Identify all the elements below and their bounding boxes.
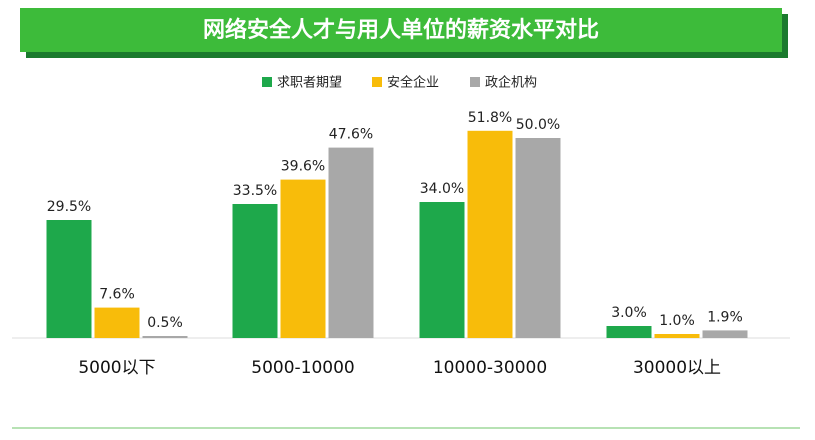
bar bbox=[142, 336, 188, 338]
value-label: 3.0% bbox=[611, 305, 647, 321]
bar bbox=[419, 202, 465, 338]
value-label: 0.5% bbox=[147, 315, 183, 331]
x-tick-label: 5000-10000 bbox=[251, 358, 354, 378]
value-label: 34.0% bbox=[420, 181, 464, 197]
value-label: 1.9% bbox=[707, 309, 743, 325]
x-tick-label: 30000以上 bbox=[633, 358, 721, 378]
value-label: 1.0% bbox=[659, 313, 695, 329]
bar bbox=[328, 147, 374, 338]
legend-label: 政企机构 bbox=[485, 75, 537, 91]
title-banner bbox=[20, 8, 782, 52]
bar bbox=[467, 130, 513, 338]
value-label: 7.6% bbox=[99, 287, 135, 303]
chart-title: 网络安全人才与用人单位的薪资水平对比 bbox=[203, 17, 599, 43]
value-label: 51.8% bbox=[468, 110, 512, 126]
x-tick-label: 10000-30000 bbox=[433, 358, 547, 378]
bar bbox=[280, 179, 326, 338]
bar bbox=[46, 220, 92, 338]
bar bbox=[654, 334, 700, 338]
legend-label: 安全企业 bbox=[387, 75, 439, 91]
value-label: 50.0% bbox=[516, 117, 560, 133]
bar bbox=[515, 138, 561, 338]
bar bbox=[232, 204, 278, 338]
value-label: 29.5% bbox=[47, 199, 91, 215]
legend-swatch bbox=[470, 77, 480, 87]
bar bbox=[702, 330, 748, 338]
value-label: 33.5% bbox=[233, 183, 277, 199]
legend-label: 求职者期望 bbox=[277, 75, 342, 91]
value-label: 39.6% bbox=[281, 159, 325, 175]
legend-swatch bbox=[262, 77, 272, 87]
legend-swatch bbox=[372, 77, 382, 87]
x-tick-label: 5000以下 bbox=[78, 358, 155, 378]
value-label: 47.6% bbox=[329, 127, 373, 143]
bar bbox=[94, 307, 140, 338]
bar bbox=[606, 326, 652, 338]
